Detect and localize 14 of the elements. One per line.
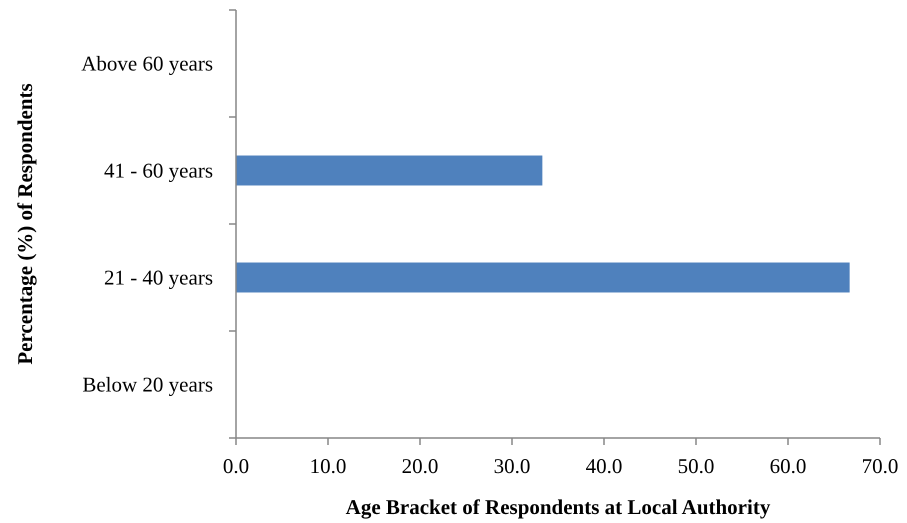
y-axis-title: Percentage (%) of Respondents [13,83,37,365]
x-axis-title: Age Bracket of Respondents at Local Authority [346,495,771,519]
y-tick-label: 21 - 40 years [104,266,213,290]
x-tick-label: 10.0 [310,454,346,478]
x-tick-label: 60.0 [770,454,806,478]
y-tick-label: Above 60 years [81,52,213,76]
x-tick-label: 50.0 [678,454,714,478]
y-tick-label: Below 20 years [82,372,213,396]
x-tick-label: 40.0 [586,454,622,478]
x-tick-label: 20.0 [402,454,438,478]
y-tick-label: 41 - 60 years [104,158,213,182]
x-tick-label: 0.0 [222,454,250,478]
x-tick-label: 30.0 [494,454,530,478]
x-tick-label: 70.0 [862,454,898,478]
